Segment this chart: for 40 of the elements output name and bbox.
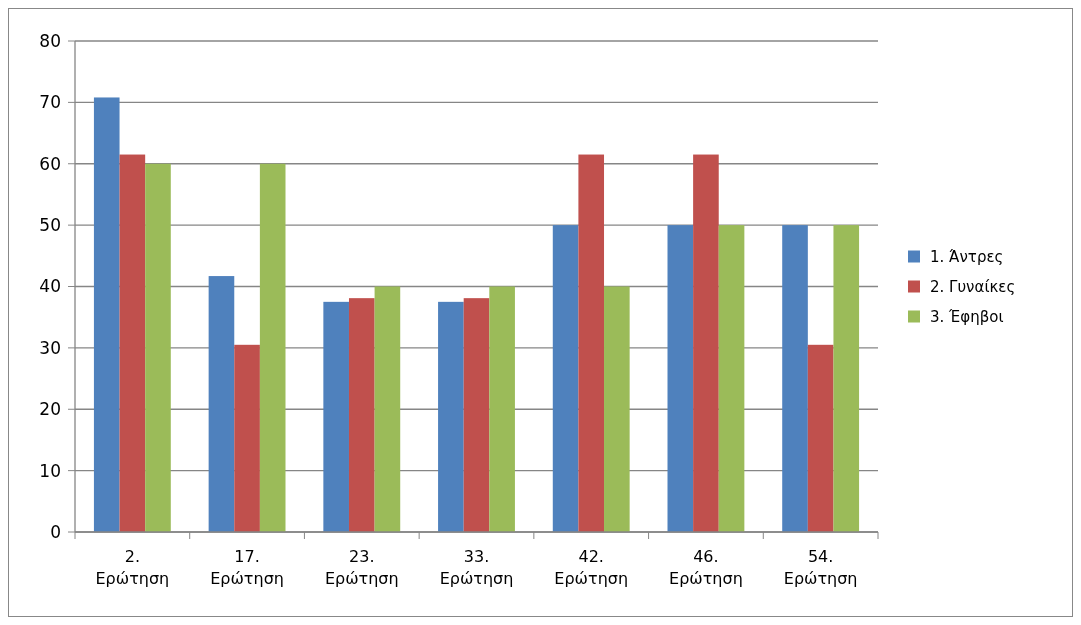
x-tick-label: 2. Ερώτηση: [95, 547, 170, 588]
bar: [833, 225, 860, 532]
y-tick-label: 60: [39, 153, 61, 174]
bar: [259, 163, 286, 532]
bar: [807, 344, 834, 532]
y-tick-label: 30: [39, 337, 61, 358]
y-tick-label: 0: [50, 521, 61, 542]
bar: [374, 286, 401, 532]
bar: [463, 298, 490, 532]
x-tick-label: 46. Ερώτηση: [669, 547, 743, 588]
bar: [208, 276, 235, 532]
bar: [145, 163, 171, 532]
x-tick-label: 23. Ερώτηση: [324, 547, 399, 588]
bar: [348, 298, 375, 532]
bar: [323, 301, 349, 532]
bar: [667, 225, 694, 532]
legend-label: 2. Γυναίκες: [930, 277, 1016, 296]
x-tick-label: 54. Ερώτηση: [783, 547, 858, 588]
bar: [552, 225, 579, 532]
y-tick-label: 20: [39, 399, 61, 420]
bar: [489, 286, 515, 532]
y-tick-label: 70: [39, 92, 61, 113]
bar: [693, 154, 719, 532]
y-tick-label: 10: [39, 460, 61, 481]
bar: [119, 154, 146, 532]
bar: [438, 301, 464, 532]
legend-label: 1. Άντρες: [930, 247, 1004, 266]
x-tick-label: 33. Ερώτηση: [439, 547, 514, 588]
bar: [782, 225, 808, 532]
bar: [578, 154, 605, 532]
bar: [718, 225, 745, 532]
y-tick-label: 50: [39, 215, 61, 236]
x-tick-label: 42. Ερώτηση: [554, 547, 629, 588]
bar: [93, 97, 120, 532]
bar: [604, 286, 630, 532]
y-tick-label: 40: [39, 276, 61, 297]
bar: [234, 344, 260, 532]
y-tick-label: 80: [39, 30, 61, 51]
x-tick-label: 17. Ερώτηση: [210, 547, 284, 588]
legend-label: 3. Έφηβοι: [930, 307, 1004, 326]
